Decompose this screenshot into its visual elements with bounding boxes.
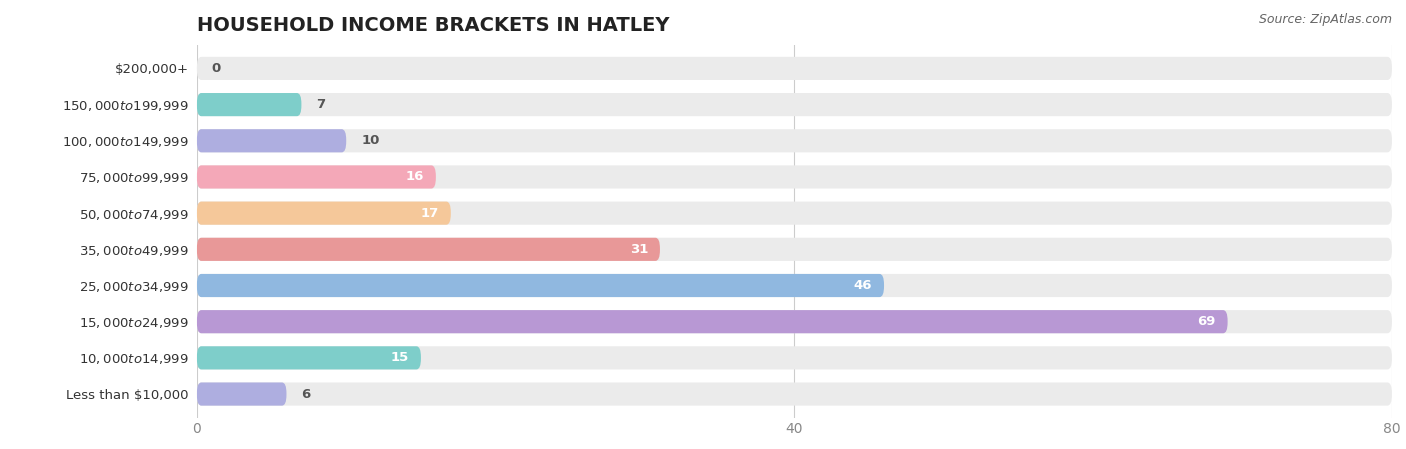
FancyBboxPatch shape — [197, 165, 1392, 189]
FancyBboxPatch shape — [197, 202, 1392, 224]
FancyBboxPatch shape — [197, 238, 659, 261]
Text: 7: 7 — [316, 98, 325, 111]
FancyBboxPatch shape — [197, 165, 436, 189]
FancyBboxPatch shape — [197, 129, 346, 152]
FancyBboxPatch shape — [197, 202, 451, 224]
Text: Source: ZipAtlas.com: Source: ZipAtlas.com — [1258, 13, 1392, 26]
Text: 31: 31 — [630, 243, 648, 256]
FancyBboxPatch shape — [197, 57, 1392, 80]
FancyBboxPatch shape — [197, 346, 1392, 370]
FancyBboxPatch shape — [197, 346, 420, 370]
FancyBboxPatch shape — [197, 238, 1392, 261]
FancyBboxPatch shape — [197, 274, 1392, 297]
Text: 6: 6 — [301, 387, 311, 401]
FancyBboxPatch shape — [197, 310, 1392, 333]
FancyBboxPatch shape — [197, 383, 287, 405]
FancyBboxPatch shape — [197, 93, 1392, 116]
Text: 69: 69 — [1198, 315, 1216, 328]
Text: HOUSEHOLD INCOME BRACKETS IN HATLEY: HOUSEHOLD INCOME BRACKETS IN HATLEY — [197, 16, 669, 35]
Text: 0: 0 — [212, 62, 221, 75]
Text: 10: 10 — [361, 134, 380, 147]
Text: 17: 17 — [420, 207, 439, 220]
Text: 16: 16 — [405, 171, 425, 184]
Text: 15: 15 — [391, 352, 409, 365]
FancyBboxPatch shape — [197, 310, 1227, 333]
FancyBboxPatch shape — [197, 93, 301, 116]
FancyBboxPatch shape — [197, 129, 1392, 152]
Text: 46: 46 — [853, 279, 872, 292]
FancyBboxPatch shape — [197, 274, 884, 297]
FancyBboxPatch shape — [197, 383, 1392, 405]
